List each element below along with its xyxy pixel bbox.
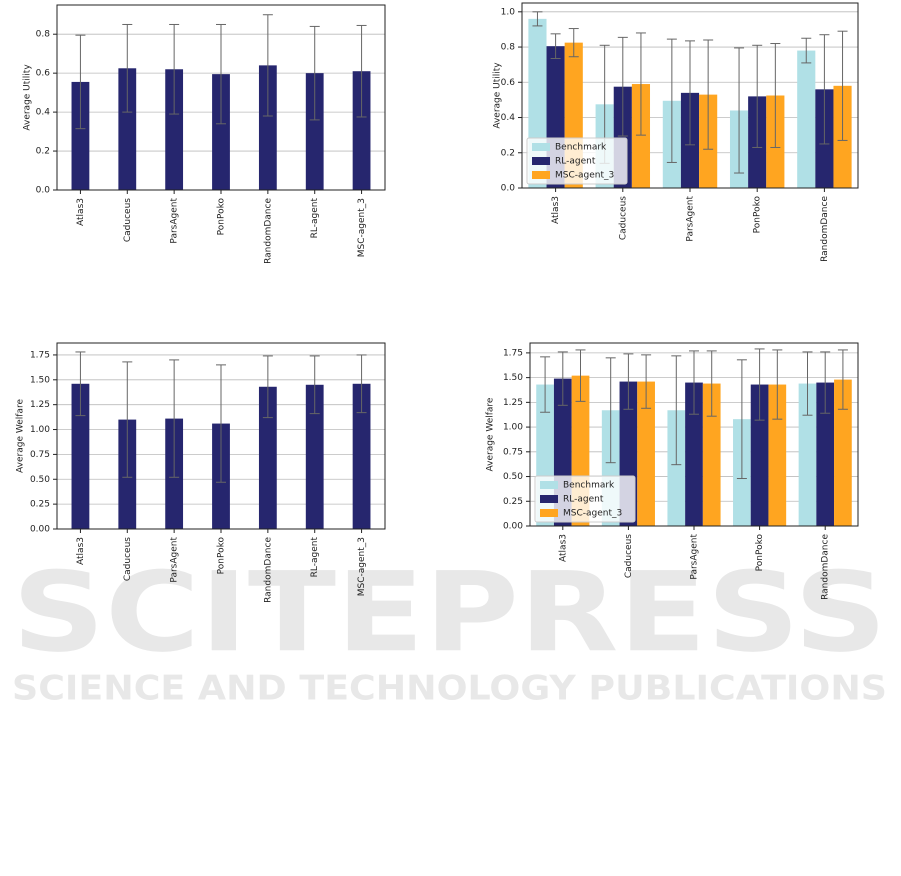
y-tick-label: 0.75 xyxy=(503,447,523,457)
x-tick-label: MSC-agent_3 xyxy=(357,537,367,596)
watermark-title: SCITEPRESS xyxy=(12,548,887,676)
x-tick-label: PonPoko xyxy=(755,534,765,572)
x-tick-label: Caduceus xyxy=(618,196,628,240)
x-tick-label: Caduceus xyxy=(123,198,133,242)
y-tick-label: 1.00 xyxy=(30,425,50,435)
plot-frame xyxy=(521,2,859,189)
x-tick-label: ParsAgent xyxy=(690,534,700,580)
x-tick-label: MSC-agent_3 xyxy=(357,198,367,257)
bar xyxy=(352,383,371,529)
y-axis-label: Average Welfare xyxy=(16,399,26,473)
bar xyxy=(637,381,655,526)
watermark-subtitle: SCIENCE AND TECHNOLOGY PUBLICATIONS xyxy=(12,669,887,709)
legend-label: Benchmark xyxy=(563,481,615,491)
y-tick-label: 0.50 xyxy=(30,475,50,485)
x-tick-label: PonPoko xyxy=(217,537,227,575)
bar xyxy=(258,386,277,529)
x-tick-label: Atlas3 xyxy=(551,196,561,224)
x-tick-label: ParsAgent xyxy=(170,537,180,583)
bar xyxy=(797,50,816,189)
legend-box xyxy=(534,475,636,523)
legend-label: Benchmark xyxy=(555,143,607,153)
y-tick-label: 0.75 xyxy=(30,450,50,460)
x-tick-label: Caduceus xyxy=(123,537,133,581)
y-tick-label: 0.4 xyxy=(501,113,516,123)
bar xyxy=(834,379,852,526)
y-tick-label: 0.00 xyxy=(30,525,50,535)
y-tick-label: 0.00 xyxy=(503,522,523,532)
y-tick-label: 0.25 xyxy=(503,497,523,507)
x-tick-label: RL-agent xyxy=(310,537,320,578)
y-tick-label: 0.0 xyxy=(36,186,51,196)
bar xyxy=(305,384,324,529)
bar xyxy=(305,73,324,190)
legend-label: MSC-agent_3 xyxy=(563,509,622,519)
legend-label: RL-agent xyxy=(555,157,596,167)
x-tick-label: Atlas3 xyxy=(558,534,568,562)
legend-label: MSC-agent_3 xyxy=(555,171,614,181)
x-tick-label: RandomDance xyxy=(820,196,830,262)
y-tick-label: 1.00 xyxy=(503,423,523,433)
y-axis-label: Average Utility xyxy=(493,62,503,129)
bar xyxy=(798,383,817,526)
legend-swatch xyxy=(540,495,558,503)
bar xyxy=(71,383,90,529)
x-tick-label: RandomDance xyxy=(821,534,831,600)
x-tick-label: ParsAgent xyxy=(686,196,696,242)
y-tick-label: 1.25 xyxy=(503,398,523,408)
y-tick-label: 0.6 xyxy=(501,78,516,88)
bar xyxy=(352,71,371,190)
y-tick-label: 1.50 xyxy=(30,375,50,385)
y-tick-label: 0.50 xyxy=(503,472,523,482)
legend-swatch xyxy=(540,509,558,517)
y-tick-label: 0.2 xyxy=(36,147,50,157)
bar xyxy=(258,65,277,190)
legend-swatch xyxy=(540,481,558,489)
y-axis-label: Average Utility xyxy=(23,64,33,131)
legend-box xyxy=(526,137,628,185)
legend-swatch xyxy=(532,171,550,179)
y-tick-label: 1.25 xyxy=(30,400,50,410)
y-tick-label: 1.50 xyxy=(503,373,523,383)
y-tick-label: 0.25 xyxy=(30,500,50,510)
bar xyxy=(631,84,651,188)
y-tick-label: 1.75 xyxy=(503,348,523,358)
plot-frame xyxy=(56,4,386,191)
legend-swatch xyxy=(532,143,550,151)
y-tick-label: 0.6 xyxy=(36,69,51,79)
y-tick-label: 1.0 xyxy=(501,7,516,17)
plot-frame xyxy=(529,342,859,527)
y-tick-label: 0.8 xyxy=(36,30,51,40)
legend-label: RL-agent xyxy=(563,495,604,505)
legend-swatch xyxy=(532,157,550,165)
x-tick-label: Caduceus xyxy=(624,534,634,578)
x-tick-label: PonPoko xyxy=(753,196,763,234)
x-tick-label: Atlas3 xyxy=(76,537,86,565)
y-tick-label: 1.75 xyxy=(30,350,50,360)
bar xyxy=(71,81,90,190)
x-tick-label: RandomDance xyxy=(263,537,273,603)
bar xyxy=(685,382,703,526)
bar xyxy=(816,382,835,526)
y-tick-label: 0.4 xyxy=(36,108,51,118)
bar xyxy=(768,384,787,526)
bar xyxy=(667,410,686,526)
x-tick-label: PonPoko xyxy=(217,198,227,236)
x-tick-label: RL-agent xyxy=(310,198,320,239)
y-tick-label: 0.0 xyxy=(501,184,516,194)
y-tick-label: 0.2 xyxy=(501,148,515,158)
x-tick-label: Atlas3 xyxy=(76,198,86,226)
y-axis-label: Average Welfare xyxy=(486,397,496,471)
bar xyxy=(118,68,137,190)
y-tick-label: 0.8 xyxy=(501,43,516,53)
x-tick-label: RandomDance xyxy=(263,198,273,264)
bar xyxy=(165,69,184,190)
bar xyxy=(212,74,230,190)
x-tick-label: ParsAgent xyxy=(170,198,180,244)
plot-frame xyxy=(56,342,386,530)
bar xyxy=(702,383,721,526)
